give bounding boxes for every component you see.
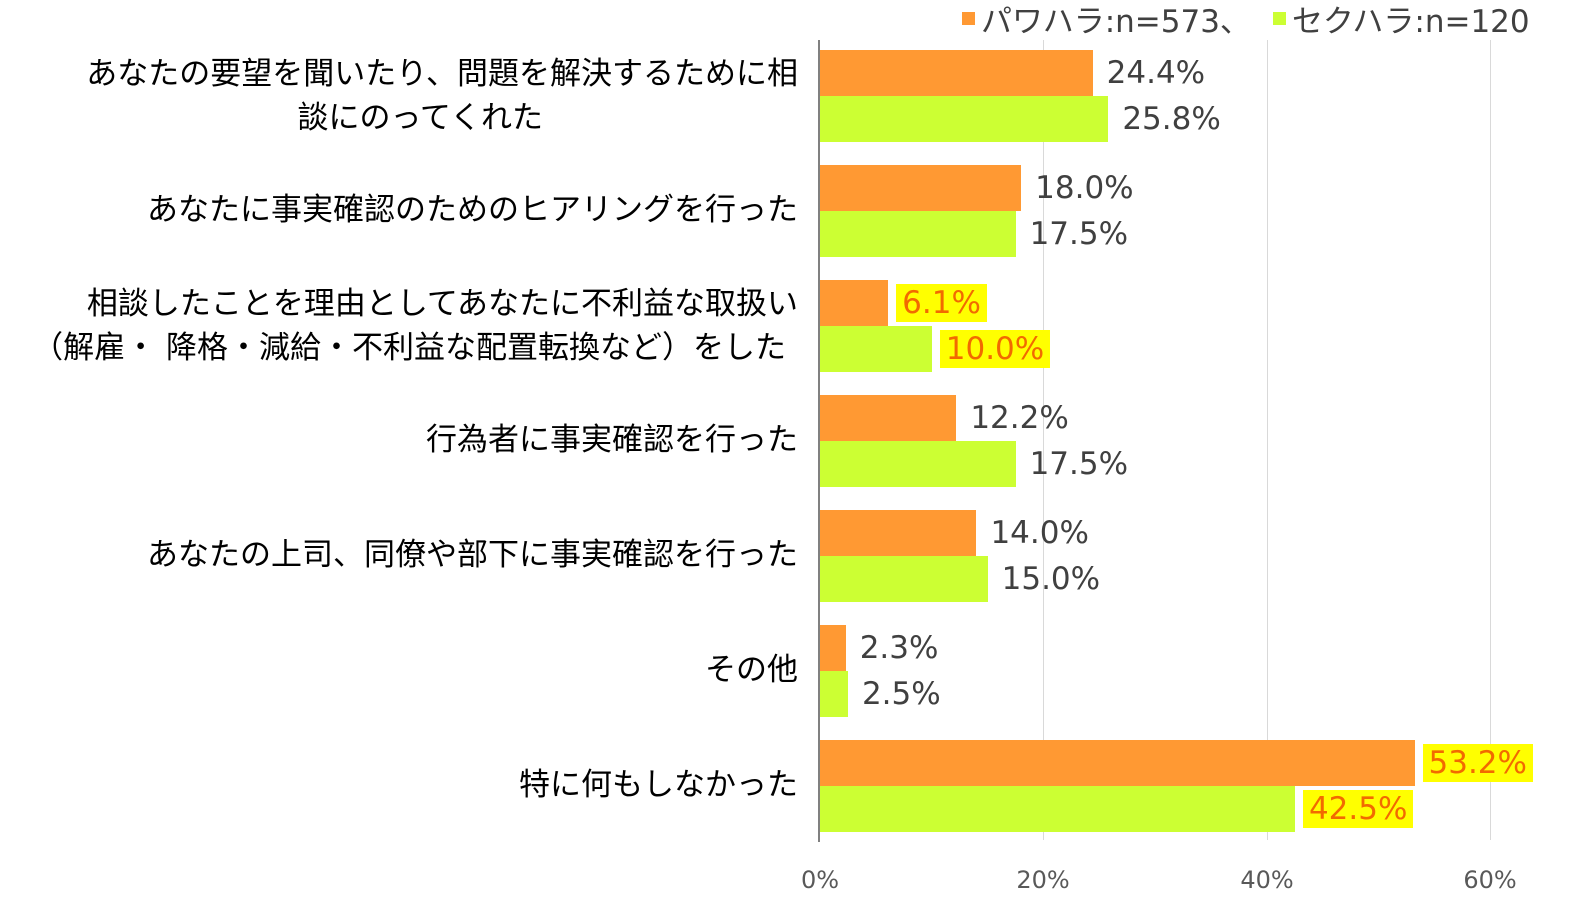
data-label: 14.0% [990, 515, 1089, 551]
data-label: 25.8% [1122, 101, 1221, 137]
gridline-20 [1043, 40, 1044, 840]
gridline-40 [1267, 40, 1268, 840]
data-label: 10.0% [939, 330, 1051, 368]
data-label: 12.2% [970, 400, 1069, 436]
legend-item-power: パワハラ:n=573、 [962, 0, 1251, 41]
legend-item-sexual: セクハラ:n=120 [1272, 0, 1530, 41]
data-label: 15.0% [1001, 561, 1101, 597]
data-label: 18.0% [1035, 170, 1134, 206]
data-label: 42.5% [1302, 790, 1414, 828]
data-label: 2.5% [861, 676, 941, 712]
x-tick: 60% [1463, 866, 1517, 894]
legend-swatch-orange [962, 12, 975, 25]
bar-power-harassment [820, 395, 957, 441]
x-tick: 0% [800, 866, 840, 894]
category-label: あなたの要望を聞いたり、問題を解決するために相 談にのってくれた [86, 56, 798, 136]
data-label: 2.3% [859, 630, 939, 666]
bar-sexual-harassment [820, 671, 848, 717]
bar-sexual-harassment [820, 441, 1016, 487]
x-tick: 40% [1240, 866, 1294, 894]
bar-power-harassment [820, 740, 1415, 786]
data-label: 53.2% [1422, 744, 1533, 782]
data-label: 24.4% [1106, 55, 1206, 91]
bar-power-harassment [820, 625, 846, 671]
bar-sexual-harassment [820, 556, 988, 602]
category-label: その他 [705, 652, 798, 688]
data-label: 17.5% [1029, 216, 1129, 252]
category-label: あなたに事実確認のためのヒアリングを行った [147, 192, 798, 228]
bar-sexual-harassment [820, 211, 1016, 257]
category-label: あなたの上司、同僚や部下に事実確認を行った [147, 537, 798, 573]
gridline-60 [1490, 40, 1491, 840]
category-label: 特に何もしなかった [519, 767, 798, 803]
x-tick: 20% [1016, 866, 1070, 894]
bar-power-harassment [820, 50, 1093, 96]
data-label: 6.1% [896, 284, 987, 322]
bar-sexual-harassment [820, 326, 932, 372]
category-label: 行為者に事実確認を行った [426, 422, 798, 458]
legend-label-sexual: セクハラ:n=120 [1291, 4, 1530, 40]
chart-legend: パワハラ:n=573、 セクハラ:n=120 [962, 0, 1530, 41]
bar-power-harassment [820, 165, 1022, 211]
legend-swatch-green [1272, 12, 1286, 25]
bar-sexual-harassment [820, 786, 1295, 832]
y-axis-line [818, 40, 820, 842]
bar-power-harassment [820, 280, 889, 326]
category-label: 相談したことを理由としてあなたに不利益な取扱い （解雇・ 降格・減給・不利益な配… [32, 286, 798, 366]
legend-label-power: パワハラ:n=573、 [981, 4, 1251, 40]
bar-sexual-harassment [820, 96, 1109, 142]
bar-power-harassment [820, 510, 977, 556]
data-label: 17.5% [1029, 446, 1129, 482]
